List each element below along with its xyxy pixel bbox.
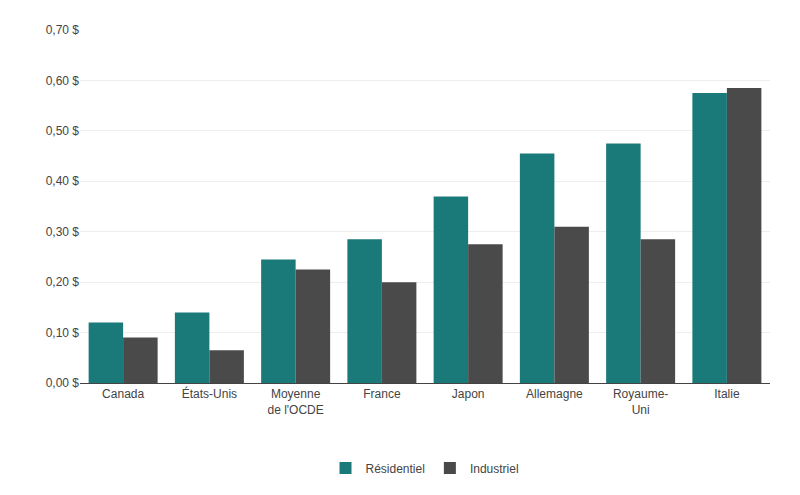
svg-text:Italie: Italie <box>714 387 740 401</box>
svg-text:0,00 $: 0,00 $ <box>46 376 80 390</box>
svg-text:0,20 $: 0,20 $ <box>46 275 80 289</box>
svg-text:France: France <box>363 387 401 401</box>
svg-text:États-Unis: États-Unis <box>182 386 237 401</box>
svg-text:Royaume-Uni: Royaume-Uni <box>613 387 668 417</box>
svg-text:Industriel: Industriel <box>470 462 519 476</box>
svg-text:Allemagne: Allemagne <box>526 387 583 401</box>
svg-text:Moyennede l'OCDE: Moyennede l'OCDE <box>267 387 323 417</box>
svg-text:0,10 $: 0,10 $ <box>46 326 80 340</box>
svg-text:0,60 $: 0,60 $ <box>46 74 80 88</box>
svg-text:0,70 $: 0,70 $ <box>46 23 80 37</box>
svg-text:Canada: Canada <box>102 387 144 401</box>
svg-text:0,40 $: 0,40 $ <box>46 174 80 188</box>
svg-text:0,50 $: 0,50 $ <box>46 124 80 138</box>
svg-text:0,30 $: 0,30 $ <box>46 225 80 239</box>
svg-text:Résidentiel: Résidentiel <box>366 462 425 476</box>
svg-text:Japon: Japon <box>452 387 485 401</box>
